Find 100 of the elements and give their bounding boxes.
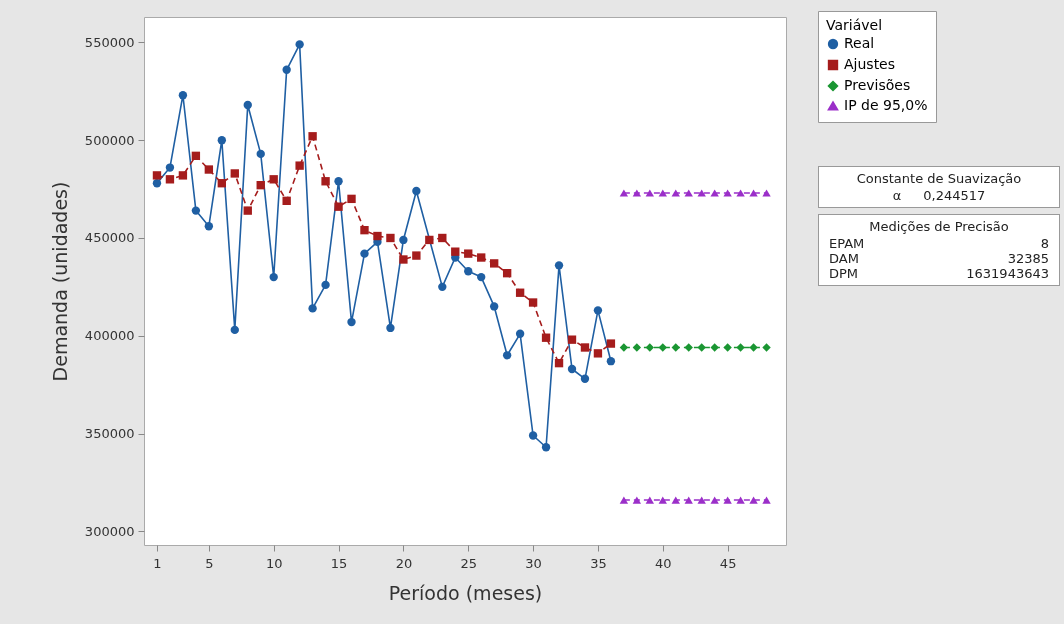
point [178, 171, 188, 180]
x-tick-label: 40 [655, 555, 672, 571]
point [243, 206, 252, 215]
point [697, 189, 706, 197]
point [515, 288, 525, 297]
point [217, 179, 226, 188]
x-tick-label: 25 [460, 555, 478, 571]
point [749, 343, 758, 352]
point [438, 282, 447, 292]
point [230, 169, 239, 178]
y-tick-label: 450000 [84, 230, 135, 246]
point [321, 177, 330, 186]
point [191, 151, 201, 161]
point [619, 496, 629, 504]
point [334, 177, 343, 186]
point [399, 235, 408, 245]
point [632, 189, 642, 197]
point [736, 189, 745, 197]
point [515, 329, 525, 338]
legend-label: IP de 95,0% [844, 97, 928, 113]
point [710, 343, 719, 352]
point [217, 136, 226, 145]
point [295, 40, 304, 49]
y-tick-label: 550000 [84, 34, 135, 50]
point [697, 496, 706, 504]
legend-label: Real [844, 35, 875, 51]
point [645, 343, 654, 352]
y-axis-title: Demanda (unidades) [48, 181, 71, 382]
x-tick-label: 20 [395, 555, 413, 571]
point [230, 325, 239, 335]
y-tick-label: 300000 [84, 523, 135, 539]
point [697, 343, 706, 352]
point [658, 343, 667, 352]
point [373, 231, 382, 241]
point [593, 349, 603, 358]
point [723, 496, 732, 504]
point [554, 358, 564, 368]
point [671, 189, 680, 197]
point [477, 272, 486, 282]
point [152, 171, 162, 180]
point [438, 233, 447, 243]
point [464, 267, 473, 276]
point [269, 272, 278, 282]
x-tick-label: 45 [719, 555, 737, 571]
point [606, 357, 616, 366]
point [256, 180, 265, 190]
point [451, 247, 460, 256]
point [541, 333, 551, 342]
point [723, 343, 732, 352]
point [243, 100, 252, 110]
point [204, 222, 214, 231]
point [684, 343, 693, 352]
point [528, 298, 538, 307]
point [412, 251, 421, 260]
point [671, 343, 680, 352]
y-tick-label: 350000 [84, 426, 135, 442]
point [490, 302, 499, 311]
point [762, 189, 771, 197]
point [321, 280, 330, 290]
point [619, 343, 629, 352]
point [567, 335, 577, 344]
point [425, 235, 434, 245]
point [178, 91, 188, 100]
point [399, 255, 408, 264]
point [477, 253, 486, 262]
legend-title: Variável [826, 17, 883, 33]
point [710, 496, 719, 504]
point [412, 186, 421, 196]
point [684, 189, 693, 197]
point [347, 194, 356, 204]
point [490, 259, 499, 268]
point [256, 149, 265, 159]
point [762, 343, 771, 352]
point [580, 343, 590, 352]
point [567, 364, 577, 374]
point [632, 343, 642, 352]
point [464, 249, 473, 258]
point [749, 496, 758, 504]
point [347, 317, 356, 327]
y-tick-label: 500000 [84, 132, 135, 148]
point [282, 196, 291, 206]
point [593, 306, 603, 315]
x-axis-title: Período (meses) [388, 581, 543, 604]
x-tick-label: 1 [153, 555, 162, 571]
point [671, 496, 680, 504]
point [645, 496, 654, 504]
point [528, 431, 538, 440]
x-tick-label: 15 [330, 555, 348, 571]
point [554, 261, 564, 270]
point [710, 189, 719, 197]
point [762, 496, 771, 504]
x-tick-label: 10 [265, 555, 283, 571]
text: Medições de Precisão EPAM 8 DAM 32385 DPM 1631943643 [829, 219, 1049, 281]
point [360, 225, 369, 235]
point [204, 165, 214, 174]
point [269, 175, 278, 184]
point [360, 249, 369, 258]
point [386, 233, 395, 243]
legend-label: Ajustes [844, 56, 896, 72]
point [308, 304, 317, 313]
